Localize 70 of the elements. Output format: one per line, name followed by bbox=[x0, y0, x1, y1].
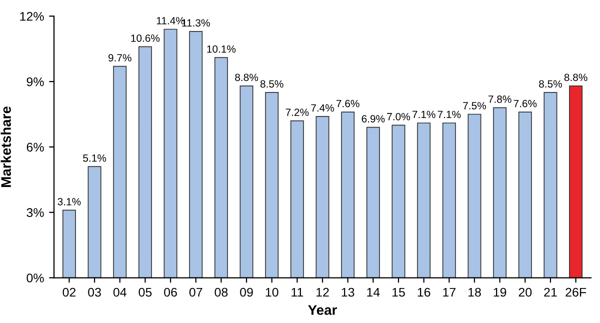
data-label: 8.8% bbox=[235, 74, 258, 82]
data-label: 10.6% bbox=[131, 34, 160, 42]
x-tick-label: 15 bbox=[392, 288, 405, 297]
bar bbox=[493, 107, 507, 278]
data-label: 7.0% bbox=[387, 112, 410, 120]
data-label: 7.6% bbox=[514, 100, 537, 108]
bar bbox=[544, 92, 558, 278]
data-label: 6.9% bbox=[362, 115, 385, 123]
x-tick-label: 09 bbox=[240, 288, 253, 297]
y-tick-label: 12% bbox=[20, 12, 44, 21]
x-tick-label: 06 bbox=[164, 288, 177, 297]
y-tick-label: 6% bbox=[26, 142, 44, 152]
x-tick-label: 03 bbox=[88, 288, 101, 297]
bar bbox=[164, 28, 178, 278]
bar bbox=[569, 86, 583, 278]
x-tick-label: 26F bbox=[566, 288, 586, 297]
x-tick-label: 08 bbox=[214, 288, 228, 297]
bar bbox=[113, 66, 127, 278]
data-label: 11.4% bbox=[156, 17, 185, 24]
bar bbox=[316, 116, 330, 278]
data-label: 8.5% bbox=[539, 80, 562, 88]
bar bbox=[62, 210, 76, 278]
x-tick-label: 21 bbox=[544, 288, 557, 297]
x-tick-label: 02 bbox=[62, 288, 76, 297]
x-tick-label: 17 bbox=[443, 288, 456, 297]
x-tick-label: 14 bbox=[367, 288, 380, 297]
data-label: 7.5% bbox=[463, 102, 486, 110]
bar bbox=[468, 114, 482, 278]
data-label: 7.8% bbox=[488, 96, 512, 103]
x-tick-label: 10 bbox=[266, 288, 278, 297]
data-label: 8.5% bbox=[260, 80, 284, 88]
y-tick-label: 9% bbox=[26, 77, 44, 86]
x-tick-label: 05 bbox=[138, 288, 152, 297]
bar bbox=[341, 112, 355, 278]
y-tick-label: 3% bbox=[26, 208, 44, 218]
x-tick-label: 16 bbox=[418, 288, 430, 297]
x-tick-label: 19 bbox=[494, 288, 506, 297]
x-tick-label: 11 bbox=[292, 288, 304, 297]
y-axis-title: Marketshare bbox=[0, 106, 11, 187]
x-axis-title: Year bbox=[308, 305, 337, 315]
bar bbox=[366, 126, 380, 278]
data-label: 7.6% bbox=[336, 100, 360, 108]
bar bbox=[88, 166, 102, 278]
x-tick-label: 07 bbox=[189, 288, 202, 297]
y-tick-label: 0% bbox=[26, 274, 44, 282]
data-label: 7.1% bbox=[412, 110, 436, 118]
data-label: 11.3% bbox=[182, 19, 210, 27]
bar bbox=[138, 46, 152, 278]
data-label: 10.1% bbox=[207, 45, 236, 53]
data-label: 7.2% bbox=[286, 108, 309, 116]
bar bbox=[392, 124, 406, 278]
bar bbox=[442, 122, 456, 278]
x-tick-label: 13 bbox=[342, 288, 354, 297]
bar bbox=[265, 92, 279, 278]
bar bbox=[214, 57, 228, 278]
bar bbox=[189, 30, 203, 278]
bar bbox=[518, 112, 532, 278]
data-label: 7.1% bbox=[438, 110, 461, 118]
bar bbox=[290, 120, 304, 278]
data-label: 5.1% bbox=[83, 154, 106, 162]
data-label: 3.1% bbox=[58, 198, 81, 206]
x-tick-label: 18 bbox=[468, 288, 481, 297]
data-label: 7.4% bbox=[311, 104, 334, 112]
x-tick-label: 12 bbox=[316, 288, 329, 297]
data-label: 9.7% bbox=[108, 54, 132, 62]
bar bbox=[240, 86, 254, 278]
x-tick-label: 04 bbox=[113, 288, 126, 297]
data-label: 8.8% bbox=[564, 74, 588, 82]
bar bbox=[417, 122, 431, 278]
x-tick-label: 20 bbox=[518, 288, 532, 297]
